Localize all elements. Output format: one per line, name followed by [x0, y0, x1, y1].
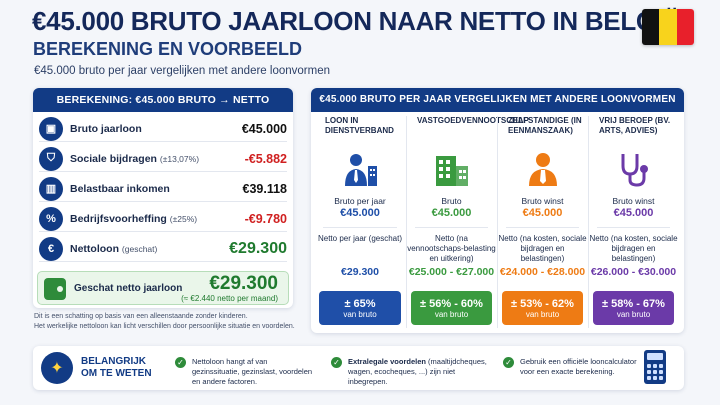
calculator-icon: [644, 350, 666, 384]
building-icon: ▥: [39, 176, 63, 201]
building-icon: [433, 150, 471, 188]
divider: [597, 227, 670, 228]
calc-row-label: Bedrijfsvoorheffing: [70, 212, 167, 225]
employee-icon: [341, 150, 379, 188]
percentage-value: ± 56% - 60%: [420, 297, 483, 310]
stethoscope-icon: [615, 150, 653, 188]
net-value: €24.000 - €28.000: [499, 266, 586, 278]
footnote: Het werkelijke nettoloon kan licht versc…: [34, 323, 295, 330]
percentage-label: van bruto: [616, 309, 651, 319]
calculation-header: BEREKENING: €45.000 BRUTO → NETTO: [33, 88, 293, 112]
check-icon: ✓: [503, 357, 514, 368]
net-value: €25.000 - €27.000: [408, 266, 495, 278]
divider: [415, 227, 488, 228]
calc-row-value: -€5.882: [244, 151, 287, 166]
comparison-column: VASTGOEDVENNOOTSCHAP Bruto €45.000 Netto (n…: [406, 116, 529, 328]
page-subtitle: €45.000 bruto per jaar vergelijken met a…: [34, 65, 330, 77]
calc-row: ▣ Bruto jaarloon €45.000: [39, 116, 287, 142]
self-employed-icon: [524, 150, 562, 188]
shield-icon: ⛉: [39, 146, 63, 171]
comparison-panel: €45.000 BRUTO PER JAAR VERGELIJKEN MET A…: [311, 88, 684, 333]
net-label: Netto (na kosten, sociale bijdragen en b…: [589, 234, 678, 263]
calc-row: € Nettoloon (geschat) €29.300: [39, 236, 287, 262]
calc-row: ▥ Belastbaar inkomen €39.118: [39, 176, 287, 202]
calc-row-note: (±13,07%): [159, 153, 200, 164]
divider: [323, 227, 397, 228]
percentage-value: ± 58% - 67%: [602, 297, 665, 310]
wallet-icon: [44, 278, 66, 300]
percentage-value: ± 65%: [344, 297, 376, 310]
calc-row: % Bedrijfsvoorheffing (±25%) -€9.780: [39, 206, 287, 232]
gross-value: €45.000: [431, 207, 472, 219]
tip-item: ✓ Nettoloon hangt af van gezinssituatie,…: [175, 357, 315, 387]
gross-value: €45.000: [340, 207, 380, 219]
gross-value: €45.000: [613, 207, 654, 219]
gross-label: Bruto: [441, 196, 462, 206]
calc-row-label: Bruto jaarloon: [70, 122, 142, 135]
calc-row-label: Sociale bijdragen: [70, 152, 157, 165]
calc-row-value: €29.300: [229, 239, 287, 257]
comparison-column: LOON IN DIENSTVERBAND Bruto per jaar €45.0…: [315, 116, 405, 328]
net-salary-box: Geschat netto jaarloon €29.300 (≈ €2.440…: [37, 271, 289, 305]
comparison-column: VRIJ BEROEP (BV. ARTS, ADVIES) Bruto wins…: [588, 116, 678, 328]
column-title: VASTGOEDVENNOOTSCHAP: [417, 116, 529, 125]
tip-item: ✓ Extralegale voordelen (maaltijdcheques…: [331, 357, 496, 387]
calc-row-label: Nettoloon: [70, 242, 119, 255]
percentage-label: van bruto: [343, 309, 377, 319]
belgian-flag-icon: [642, 9, 694, 45]
calc-row-value: €39.118: [242, 181, 288, 196]
lightbulb-icon: ✦: [41, 352, 73, 384]
euro-coin-icon: €: [39, 236, 63, 261]
column-title: ZELFSTANDIGE (IN EENMANSZAAK): [508, 116, 582, 135]
percentage-badge: ± 58% - 67% van bruto: [593, 291, 674, 325]
net-salary-monthly: (≈ €2.440 netto per maand): [181, 294, 278, 303]
column-title: LOON IN DIENSTVERBAND: [325, 116, 394, 135]
percentage-label: van bruto: [525, 309, 560, 319]
comparison-column: ZELFSTANDIGE (IN EENMANSZAAK) Bruto winst…: [497, 116, 587, 328]
percentage-badge: ± 56% - 60% van bruto: [411, 291, 492, 325]
net-label: Netto per jaar (geschat): [317, 234, 403, 243]
page-subtitle-caps: BEREKENING EN VOORBEELD: [33, 39, 303, 59]
check-icon: ✓: [331, 357, 342, 368]
gross-label: Bruto per jaar: [334, 196, 386, 206]
gross-label: Bruto winst: [612, 196, 655, 206]
column-title: VRIJ BEROEP (BV. ARTS, ADVIES): [599, 116, 671, 135]
comparison-header: €45.000 BRUTO PER JAAR VERGELIJKEN MET A…: [311, 88, 684, 112]
briefcase-icon: ▣: [39, 116, 63, 141]
net-label: Netto (na kosten, sociale bijdragen en b…: [498, 234, 587, 263]
percentage-value: ± 53% - 62%: [511, 297, 574, 310]
page-title: €45.000 BRUTO JAARLOON NAAR NETTO IN BEL…: [32, 6, 689, 36]
percentage-label: van bruto: [434, 309, 469, 319]
percentage-badge: ± 53% - 62% van bruto: [502, 291, 583, 325]
calc-row-note: (geschat): [121, 243, 158, 254]
tip-item: ✓ Gebruik een officiële looncalculator v…: [503, 357, 643, 377]
percent-icon: %: [39, 206, 63, 231]
net-value: €29.300: [341, 266, 379, 278]
calc-row-label: Belastbaar inkomen: [70, 182, 170, 195]
check-icon: ✓: [175, 357, 186, 368]
gross-value: €45.000: [522, 207, 563, 219]
footnote: Dit is een schatting op basis van een al…: [34, 313, 248, 320]
tips-heading: BELANGRIJK OM TE WETEN: [81, 356, 152, 379]
calculation-panel: BEREKENING: €45.000 BRUTO → NETTO ▣ Bruto…: [33, 88, 293, 308]
tips-bar: ✦ BELANGRIJK OM TE WETEN ✓ Nettoloon han…: [33, 346, 684, 390]
percentage-badge: ± 65% van bruto: [319, 291, 401, 325]
net-salary-value: €29.300: [209, 273, 278, 294]
calc-row: ⛉ Sociale bijdragen (±13,07%) -€5.882: [39, 146, 287, 172]
calc-row-note: (±25%): [169, 213, 198, 224]
divider: [506, 227, 579, 228]
calc-row-value: €45.000: [241, 121, 287, 136]
net-salary-label: Geschat netto jaarloon: [74, 283, 183, 294]
gross-label: Bruto winst: [521, 196, 564, 206]
net-value: €26.000 - €30.000: [590, 266, 677, 278]
net-label: Netto (na vennootschaps-belasting en uit…: [407, 234, 496, 263]
calc-row-value: -€9.780: [244, 211, 287, 226]
